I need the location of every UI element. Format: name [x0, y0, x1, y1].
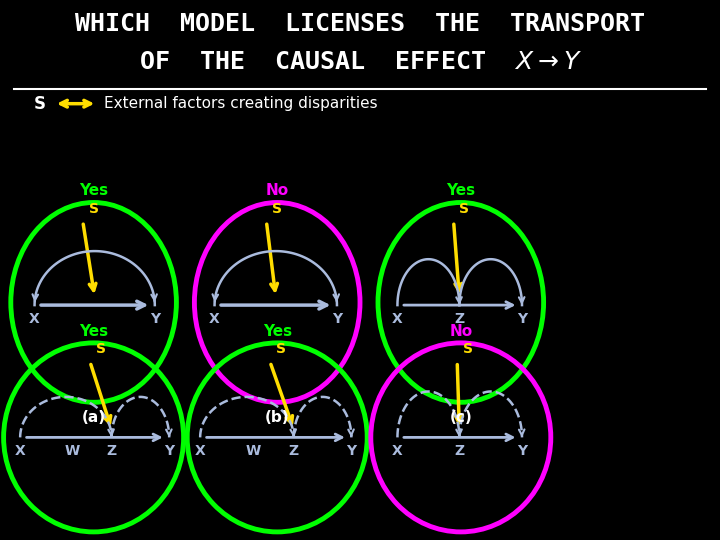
- Text: S: S: [272, 202, 282, 216]
- Text: S: S: [96, 342, 106, 356]
- Text: X: X: [195, 444, 205, 458]
- Text: Y: Y: [150, 312, 160, 326]
- Text: Z: Z: [454, 312, 464, 326]
- Text: External factors creating disparities: External factors creating disparities: [104, 96, 378, 111]
- Text: Z: Z: [454, 444, 464, 458]
- Text: Y: Y: [517, 444, 527, 458]
- Text: S: S: [463, 342, 473, 356]
- Text: No: No: [266, 183, 289, 198]
- Text: Z: Z: [289, 444, 299, 458]
- Text: S: S: [459, 202, 469, 216]
- Text: (a): (a): [81, 410, 106, 426]
- Text: OF  THE  CAUSAL  EFFECT  $X \rightarrow Y$: OF THE CAUSAL EFFECT $X \rightarrow Y$: [138, 50, 582, 74]
- Text: (b): (b): [265, 410, 289, 426]
- Text: No: No: [449, 323, 472, 339]
- Text: X: X: [210, 312, 220, 326]
- Text: Y: Y: [517, 312, 527, 326]
- Text: S: S: [276, 342, 286, 356]
- Text: Y: Y: [164, 444, 174, 458]
- Text: Y: Y: [332, 312, 342, 326]
- Text: S: S: [89, 202, 99, 216]
- Text: X: X: [392, 312, 402, 326]
- Text: S: S: [34, 94, 45, 113]
- Text: Yes: Yes: [446, 183, 475, 198]
- Text: W: W: [246, 444, 261, 458]
- Text: WHICH  MODEL  LICENSES  THE  TRANSPORT: WHICH MODEL LICENSES THE TRANSPORT: [75, 12, 645, 36]
- Text: Yes: Yes: [79, 183, 108, 198]
- Text: Yes: Yes: [79, 323, 108, 339]
- Text: X: X: [30, 312, 40, 326]
- Text: Yes: Yes: [263, 323, 292, 339]
- Text: (c): (c): [449, 410, 472, 426]
- Text: Y: Y: [346, 444, 356, 458]
- Text: X: X: [15, 444, 25, 458]
- Text: Z: Z: [107, 444, 117, 458]
- Text: X: X: [392, 444, 402, 458]
- Text: W: W: [64, 444, 80, 458]
